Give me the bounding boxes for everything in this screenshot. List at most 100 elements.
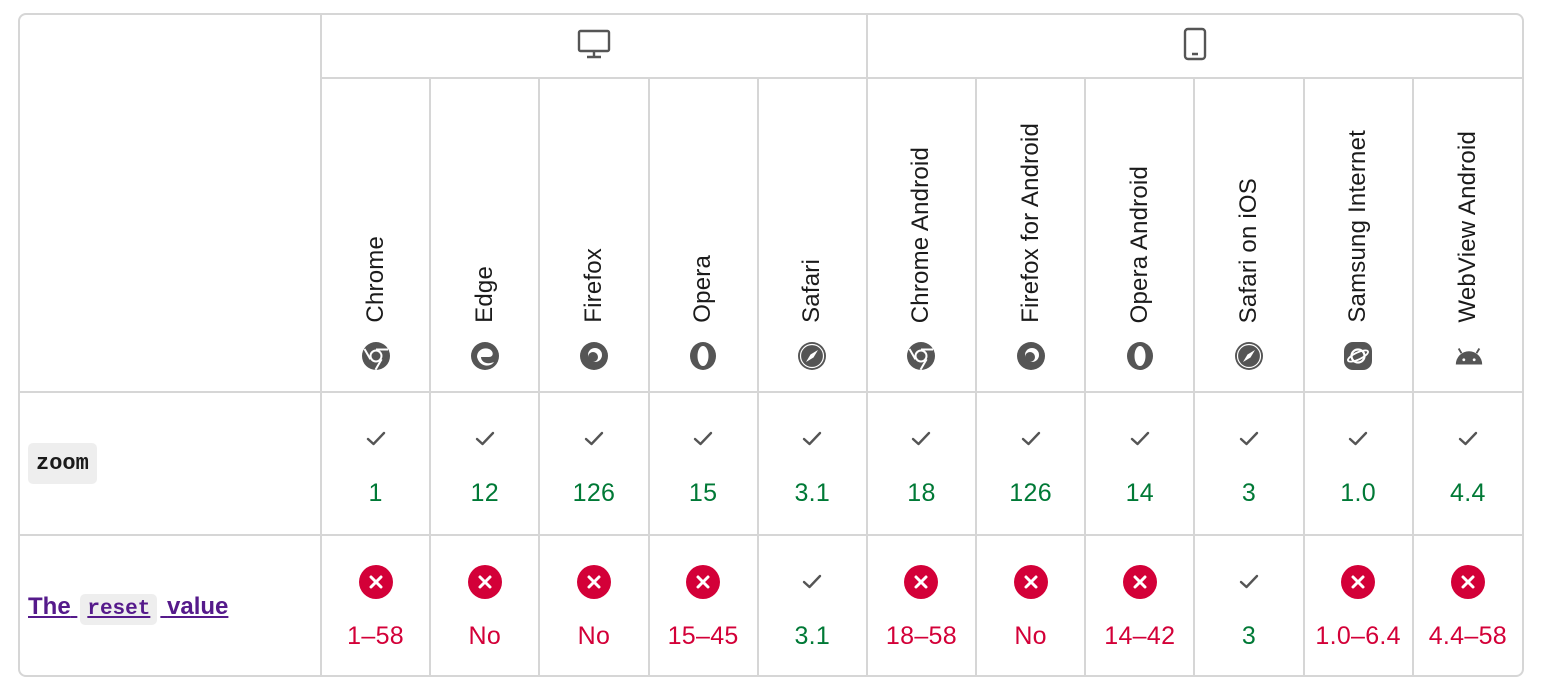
browser-header-chrome: Chrome <box>321 77 432 393</box>
support-info: 1–58 <box>322 536 429 675</box>
firefox-icon <box>579 341 609 371</box>
browser-header-inner: Chrome Android <box>868 79 975 391</box>
browser-header-row: Chrome Edge Firefox Opera Safari Chrome Andro… <box>20 77 1522 393</box>
check-icon <box>365 423 387 455</box>
browser-header-inner: Safari on iOS <box>1195 79 1302 391</box>
browser-header-inner: Firefox <box>540 79 647 391</box>
support-cell[interactable]: 126 <box>538 391 650 536</box>
support-info: 4.4 <box>1414 393 1522 534</box>
feature-row-reset: The reset value 1–58 No No 15–45 3.1 18–58 No 14… <box>20 534 1522 675</box>
support-info: No <box>431 536 538 675</box>
support-cell[interactable]: 4.4 <box>1411 391 1522 536</box>
check-icon <box>692 423 714 455</box>
support-info: 3.1 <box>759 536 866 675</box>
support-cell[interactable]: 1 <box>319 391 432 536</box>
feature-link-reset-value[interactable]: The reset value <box>28 592 229 625</box>
safari-icon <box>797 341 827 371</box>
browser-header-samsung-internet: Samsung Internet <box>1302 77 1414 393</box>
support-cell[interactable]: No <box>429 534 541 675</box>
support-info: 126 <box>540 393 647 534</box>
support-cell[interactable]: No <box>975 534 1087 675</box>
check-icon <box>474 423 496 455</box>
feature-row-zoom: zoom 1 12 126 15 3.1 18 126 14 3 1.0 4.4 <box>20 391 1522 536</box>
check-icon <box>1129 423 1151 455</box>
browser-header-firefox-for-android: Firefox for Android <box>975 77 1087 393</box>
compat-table: Chrome Edge Firefox Opera Safari Chrome Andro… <box>18 13 1524 677</box>
cross-circle-icon <box>685 565 721 599</box>
version-label: 12 <box>470 479 499 507</box>
support-cell[interactable]: No <box>538 534 650 675</box>
support-info: 14 <box>1086 393 1193 534</box>
version-label: 4.4–58 <box>1428 622 1507 650</box>
cross-circle-icon <box>1013 565 1049 599</box>
support-cell[interactable]: 3 <box>1193 391 1305 536</box>
support-cell[interactable]: 3.1 <box>756 534 868 675</box>
version-label: No <box>577 622 611 650</box>
support-cell[interactable]: 18 <box>865 391 978 536</box>
check-icon <box>1238 423 1260 455</box>
version-label: 126 <box>1009 479 1052 507</box>
browser-name: Chrome Android <box>907 146 935 323</box>
browser-header-inner: Samsung Internet <box>1305 79 1412 391</box>
feature-link-text-before[interactable]: The <box>28 592 71 620</box>
support-cell[interactable]: 3.1 <box>756 391 868 536</box>
browser-header-opera-android: Opera Android <box>1084 77 1196 393</box>
support-cell[interactable]: 14 <box>1084 391 1196 536</box>
feature-link-text-after[interactable]: value <box>167 592 229 620</box>
browser-name: Firefox <box>579 248 607 323</box>
browser-header-safari-on-ios: Safari on iOS <box>1193 77 1305 393</box>
browser-header-inner: Firefox for Android <box>977 79 1084 391</box>
support-cell[interactable]: 1.0–6.4 <box>1302 534 1414 675</box>
browser-name: Edge <box>470 266 498 323</box>
support-cell[interactable]: 126 <box>975 391 1087 536</box>
support-cell[interactable]: 15–45 <box>647 534 759 675</box>
version-label: 15–45 <box>667 622 739 650</box>
browser-header-safari: Safari <box>756 77 868 393</box>
support-info: 3 <box>1195 536 1302 675</box>
version-label: 18–58 <box>885 622 957 650</box>
support-cell[interactable]: 1–58 <box>319 534 432 675</box>
cross-circle-icon <box>358 565 394 599</box>
support-cell[interactable]: 12 <box>429 391 541 536</box>
version-label: 1 <box>368 479 383 507</box>
version-label: 1.0–6.4 <box>1315 622 1401 650</box>
support-cell[interactable]: 15 <box>647 391 759 536</box>
support-cell[interactable]: 3 <box>1193 534 1305 675</box>
version-label: 15 <box>688 479 718 507</box>
browser-name: Samsung Internet <box>1344 130 1372 323</box>
support-cell[interactable]: 18–58 <box>865 534 978 675</box>
cross-circle-icon <box>467 565 503 599</box>
check-icon <box>583 423 605 455</box>
support-info: 18 <box>868 393 975 534</box>
version-label: No <box>1014 622 1047 650</box>
version-label: No <box>468 622 502 650</box>
browser-compat-table: Chrome Edge Firefox Opera Safari Chrome Andro… <box>20 15 1522 675</box>
feature-name-cell: The reset value <box>20 534 322 675</box>
browser-name: WebView Android <box>1453 131 1481 323</box>
support-cell[interactable]: 1.0 <box>1302 391 1414 536</box>
support-info: 1.0–6.4 <box>1305 536 1412 675</box>
version-label: 3 <box>1241 622 1257 650</box>
support-info: 126 <box>977 393 1084 534</box>
check-icon <box>1238 566 1260 598</box>
version-label: 3.1 <box>794 479 831 507</box>
feature-code[interactable]: reset <box>80 593 158 625</box>
support-info: 12 <box>431 393 538 534</box>
support-info: 1 <box>322 393 429 534</box>
browser-header-inner: Opera Android <box>1086 79 1193 391</box>
cross-circle-icon <box>1340 565 1376 599</box>
samsung-internet-icon <box>1343 341 1373 371</box>
browser-name: Opera Android <box>1125 165 1153 323</box>
browser-name: Firefox for Android <box>1016 123 1044 323</box>
check-icon <box>1457 423 1479 455</box>
check-icon <box>1347 423 1369 455</box>
support-info: No <box>540 536 647 675</box>
support-info: 15–45 <box>650 536 757 675</box>
feature-code: zoom <box>28 443 97 484</box>
version-label: 1–58 <box>347 622 404 650</box>
version-label: 3.1 <box>794 622 831 650</box>
version-label: 3 <box>1241 479 1257 507</box>
version-label: 14 <box>1125 479 1154 507</box>
support-cell[interactable]: 4.4–58 <box>1411 534 1522 675</box>
support-cell[interactable]: 14–42 <box>1084 534 1196 675</box>
